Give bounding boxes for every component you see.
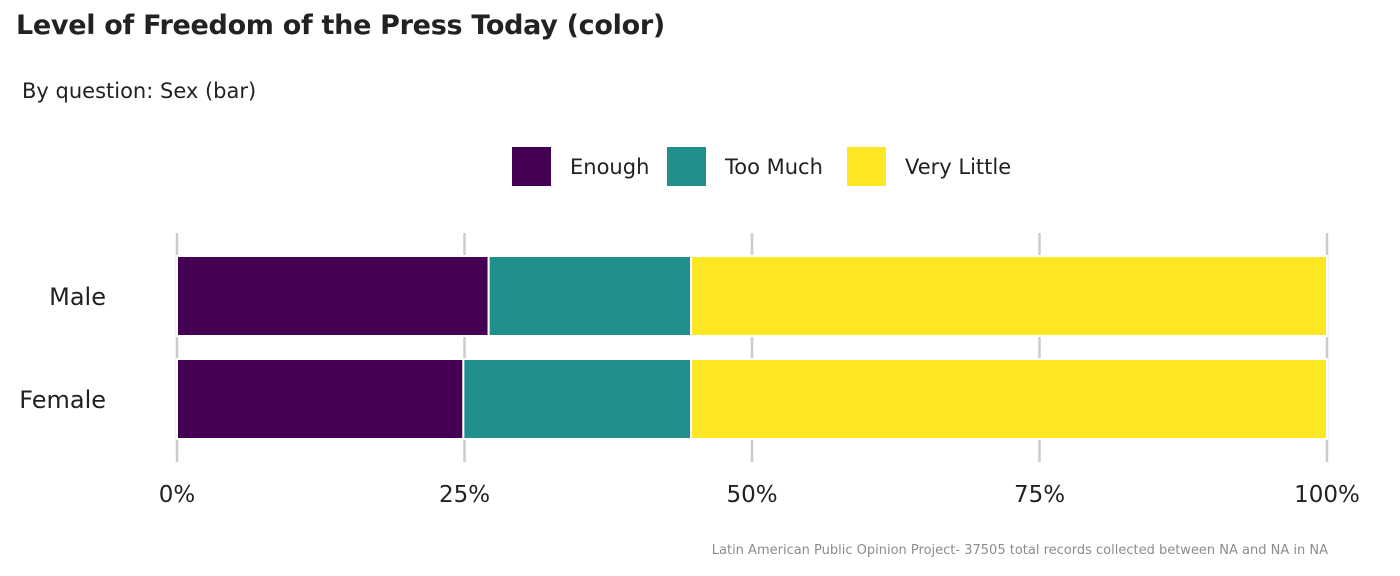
x-axis-tick-labels: 0% 25% 50% 75% 100% [159, 482, 1360, 508]
x-tick-label-3: 75% [1014, 482, 1065, 508]
legend-label-too-much: Too Much [724, 155, 823, 179]
x-tick-label-2: 50% [726, 482, 777, 508]
bars [176, 255, 1328, 440]
legend-label-very-little: Very Little [905, 155, 1011, 179]
x-tick-label-4: 100% [1294, 482, 1360, 508]
x-tick-label-1: 25% [439, 482, 490, 508]
x-tick-label-0: 0% [159, 482, 196, 508]
bar-male-too-much [487, 255, 693, 337]
category-label-male: Male [49, 283, 106, 311]
legend-label-enough: Enough [570, 155, 649, 179]
legend-swatch-enough [512, 147, 551, 186]
category-labels: Male Female [19, 283, 106, 414]
chart-title: Level of Freedom of the Press Today (col… [16, 10, 665, 41]
legend: Enough Too Much Very Little [512, 147, 1011, 186]
bar-female-very-little [690, 358, 1328, 440]
category-label-female: Female [19, 386, 106, 414]
bar-male-very-little [690, 255, 1328, 337]
bar-male-enough [176, 255, 490, 337]
chart-caption: Latin American Public Opinion Project- 3… [711, 543, 1328, 558]
legend-swatch-very-little [847, 147, 886, 186]
legend-swatch-too-much [667, 147, 706, 186]
chart-subtitle: By question: Sex (bar) [22, 79, 257, 103]
bar-female-too-much [462, 358, 693, 440]
bar-female-enough [176, 358, 465, 440]
